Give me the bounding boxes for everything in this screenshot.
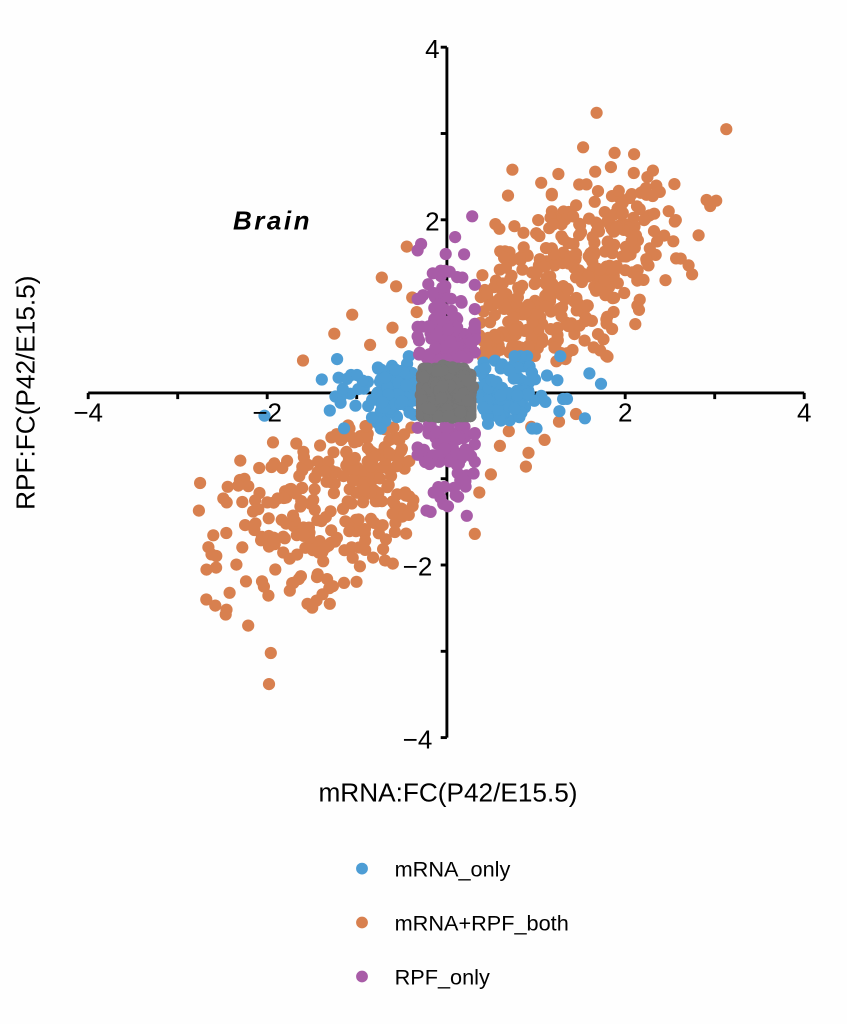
svg-text:mRNA+RPF_both: mRNA+RPF_both: [395, 911, 569, 936]
svg-text:−4: −4: [73, 397, 103, 427]
svg-text:RPF_only: RPF_only: [395, 965, 490, 990]
svg-text:2: 2: [618, 397, 632, 427]
svg-text:RPF:FC(P42/E15.5): RPF:FC(P42/E15.5): [11, 276, 41, 510]
svg-text:4: 4: [425, 34, 439, 64]
svg-text:−2: −2: [403, 552, 433, 582]
svg-text:mRNA_only: mRNA_only: [395, 857, 511, 882]
svg-text:−4: −4: [403, 724, 433, 754]
svg-text:4: 4: [797, 397, 811, 427]
svg-text:2: 2: [425, 207, 439, 237]
svg-text:Brain: Brain: [233, 206, 312, 236]
svg-text:mRNA:FC(P42/E15.5): mRNA:FC(P42/E15.5): [318, 778, 577, 808]
svg-text:−2: −2: [252, 397, 282, 427]
